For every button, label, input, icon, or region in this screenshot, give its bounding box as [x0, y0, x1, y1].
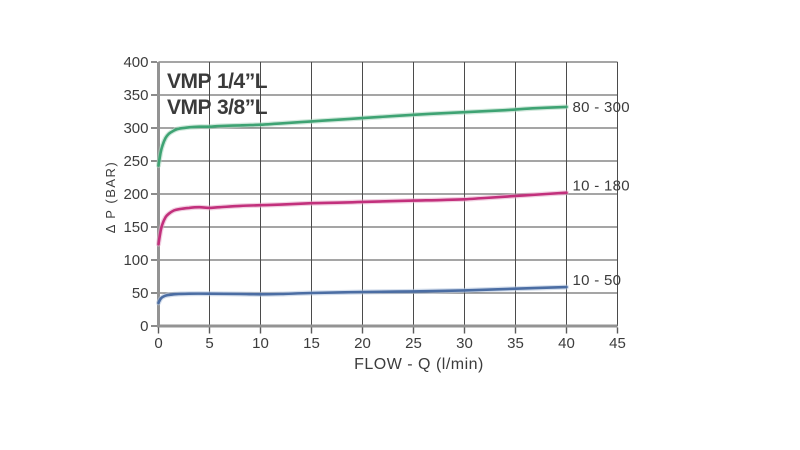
y-tick-label: 400	[123, 54, 148, 71]
valve-model-1: VMP	[167, 70, 212, 93]
series-line	[157, 191, 568, 246]
x-tick-label: 10	[252, 335, 269, 352]
y-axis-label: Δ P (BAR)	[103, 160, 118, 234]
x-tick-label: 35	[507, 335, 524, 352]
y-tick-label: 150	[123, 219, 148, 236]
x-tick-label: 0	[154, 335, 162, 352]
x-axis-label: FLOW - Q (l/min)	[354, 356, 484, 373]
y-tick-label: 350	[123, 87, 148, 104]
series-label: 10 - 50	[573, 272, 622, 289]
x-tick-label: 15	[303, 335, 320, 352]
y-tick-label: 250	[123, 153, 148, 170]
valve-size-1: 1/4”L	[217, 70, 268, 93]
series-line	[157, 285, 568, 305]
axis-frame	[157, 62, 618, 328]
series-line	[157, 105, 568, 167]
valve-model-2: VMP	[167, 96, 212, 119]
x-tick-label: 45	[609, 335, 626, 352]
x-tick-label: 20	[354, 335, 371, 352]
y-tick-label: 100	[123, 252, 148, 269]
valve-size-2: 3/8”L	[217, 96, 268, 119]
y-tick-label: 300	[123, 120, 148, 137]
x-tick-label: 25	[405, 335, 422, 352]
x-tick-label: 30	[456, 335, 473, 352]
y-tick-label: 0	[140, 318, 148, 335]
y-tick-label: 50	[132, 285, 149, 302]
x-tick-label: 40	[558, 335, 575, 352]
y-tick-label: 200	[123, 186, 148, 203]
x-tick-label: 5	[205, 335, 213, 352]
series-label: 80 - 300	[573, 99, 630, 116]
series-label: 10 - 180	[573, 178, 630, 195]
